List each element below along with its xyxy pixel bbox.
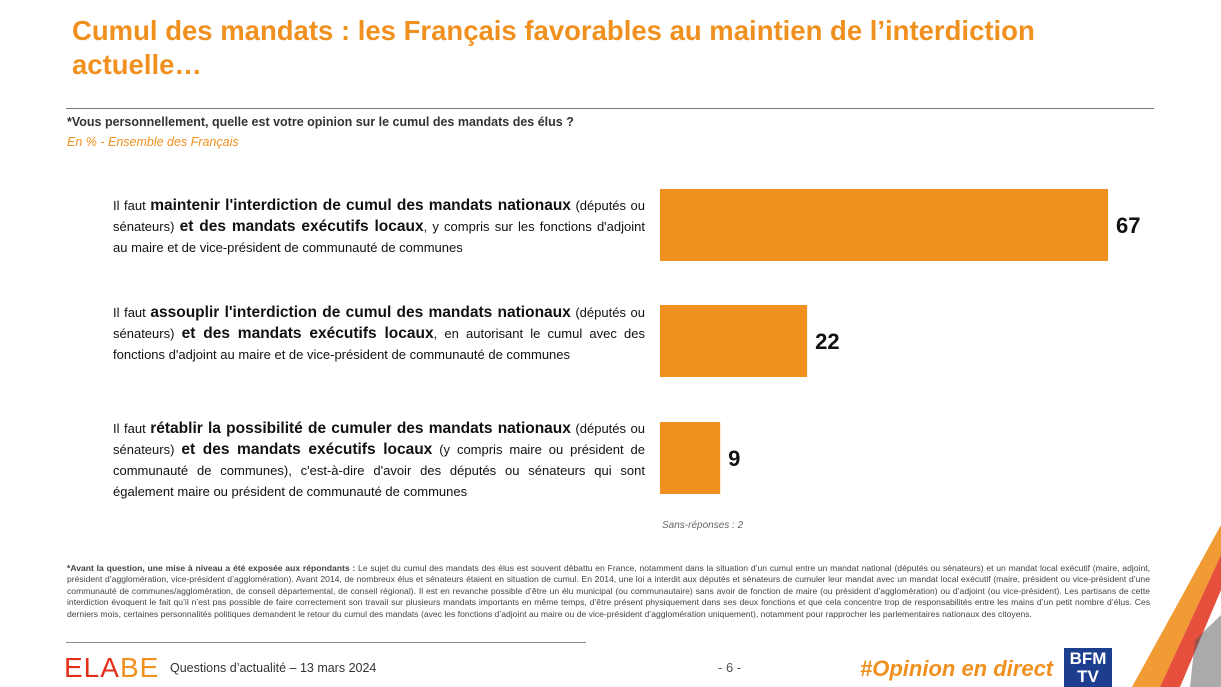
bar-1 — [660, 189, 1108, 261]
hashtag: #Opinion en direct — [860, 656, 1054, 681]
bar-value-label-3: 9 — [728, 446, 740, 471]
survey-base: En % - Ensemble des Français — [67, 135, 239, 149]
bar-2 — [660, 305, 808, 377]
page-title: Cumul des mandats : les Français favorab… — [72, 15, 1035, 80]
option-label-3: Il faut rétablir la possibilité de cumul… — [113, 420, 645, 499]
decorative-triangle — [1132, 525, 1221, 687]
methodology-note: *Avant la question, une mise à niveau a … — [67, 563, 1151, 619]
option-label-2: Il faut assouplir l'interdiction de cumu… — [113, 304, 645, 362]
bar-3 — [660, 422, 721, 494]
no-answer-note: Sans-réponses : 2 — [662, 520, 744, 531]
page-number: - 6 - — [718, 660, 742, 675]
elabe-logo: ELABE — [64, 652, 160, 683]
bar-value-label-2: 22 — [815, 329, 839, 354]
note-divider — [66, 642, 586, 643]
option-label-1: Il faut maintenir l'interdiction de cumu… — [113, 197, 645, 255]
survey-question: *Vous personnellement, quelle est votre … — [67, 115, 574, 129]
title-divider — [66, 108, 1154, 109]
bfm-tv-logo: BFM TV — [1064, 648, 1112, 687]
footer-date: Questions d’actualité – 13 mars 2024 — [170, 661, 377, 675]
bar-value-label-1: 67 — [1116, 213, 1140, 238]
